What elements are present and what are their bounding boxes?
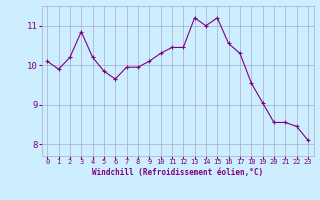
X-axis label: Windchill (Refroidissement éolien,°C): Windchill (Refroidissement éolien,°C) xyxy=(92,168,263,177)
